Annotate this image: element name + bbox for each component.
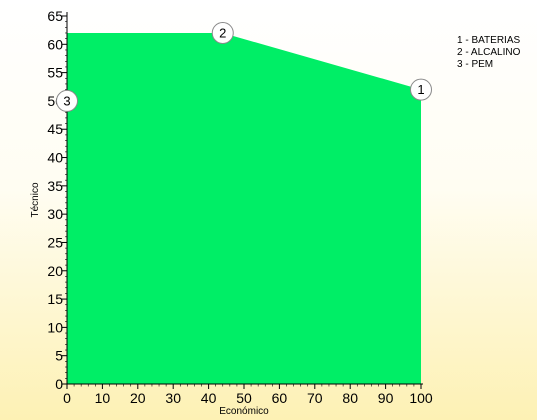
y-tick-label-65: 65 xyxy=(47,8,63,24)
point-marker-2 xyxy=(211,21,234,44)
y-tick-label-0: 0 xyxy=(55,376,63,392)
y-tick-label-45: 45 xyxy=(47,121,63,137)
legend-entry-3: 3 - PEM xyxy=(457,59,493,70)
x-tick-label-50: 50 xyxy=(236,390,252,406)
y-tick-label-10: 10 xyxy=(47,319,63,335)
legend-entry-2: 2 - ALCALINO xyxy=(457,47,521,58)
x-tick-label-60: 60 xyxy=(272,390,288,406)
area-series-1 xyxy=(67,32,421,384)
legend: 1 - BATERIAS 2 - ALCALINO 3 - PEM xyxy=(457,35,521,70)
x-tick-label-10: 10 xyxy=(95,390,111,406)
point-label-2: 2 xyxy=(219,25,226,40)
x-tick-label-70: 70 xyxy=(307,390,323,406)
x-tick-label-30: 30 xyxy=(165,390,181,406)
x-tick-label-100: 100 xyxy=(409,390,433,406)
y-tick-label-15: 15 xyxy=(47,291,63,307)
area-layer xyxy=(67,32,421,384)
x-tick-label-20: 20 xyxy=(130,390,146,406)
point-marker-3 xyxy=(56,89,78,112)
point-label-1: 1 xyxy=(417,82,424,97)
y-tick-label-30: 30 xyxy=(47,206,63,222)
x-axis-label: Económico xyxy=(219,406,269,417)
point-markers: 1 2 3 xyxy=(56,21,432,112)
point-1: 1 xyxy=(410,78,432,101)
y-tick-label-40: 40 xyxy=(47,150,63,166)
point-label-3: 3 xyxy=(63,93,70,108)
point-2: 2 xyxy=(211,21,234,44)
x-tick-label-0: 0 xyxy=(63,390,71,406)
y-tick-label-35: 35 xyxy=(47,178,63,194)
point-3: 3 xyxy=(56,89,78,112)
x-tick-label-90: 90 xyxy=(378,390,394,406)
y-axis-label: Técnico xyxy=(30,182,41,217)
x-tick-label-40: 40 xyxy=(201,390,217,406)
point-marker-1 xyxy=(410,78,432,101)
legend-entry-1: 1 - BATERIAS xyxy=(457,35,520,46)
y-tick-label-5: 5 xyxy=(55,348,63,364)
x-tick-label-80: 80 xyxy=(342,390,358,406)
y-tick-label-60: 60 xyxy=(47,36,63,52)
y-tick-label-20: 20 xyxy=(47,263,63,279)
y-tick-label-55: 55 xyxy=(47,65,63,81)
y-tick-label-25: 25 xyxy=(47,234,63,250)
